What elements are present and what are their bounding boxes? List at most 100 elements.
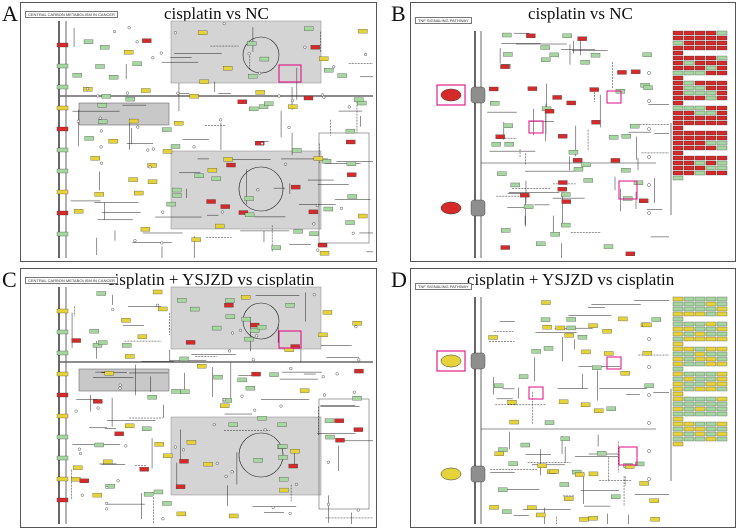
output-gene-box xyxy=(716,406,728,412)
output-gene-box xyxy=(672,366,684,372)
output-gene-box xyxy=(716,45,728,51)
gene-box xyxy=(352,396,362,401)
gene-box xyxy=(103,459,113,465)
panel-d-pathway-name: TNF SIGNALING PATHWAY xyxy=(415,283,472,290)
output-gene-box xyxy=(705,65,717,71)
gene-box xyxy=(175,484,186,489)
panel-c: cisplatin + YSJZD vs cisplatin CENTRAL C… xyxy=(20,268,377,528)
gene-box xyxy=(259,56,270,62)
transporter-box xyxy=(56,42,69,48)
gene-box xyxy=(324,68,334,73)
output-gene-box xyxy=(694,356,706,362)
panel-c-diagram xyxy=(56,286,373,524)
gene-box xyxy=(588,516,598,521)
transporter-box xyxy=(56,168,69,174)
panel-label-b: B xyxy=(391,1,406,26)
output-gene-box xyxy=(705,135,717,141)
gene-box xyxy=(225,314,236,319)
gene-box xyxy=(566,100,576,106)
gene-box xyxy=(495,134,505,139)
output-gene-box xyxy=(705,45,717,51)
gene-box xyxy=(318,332,328,338)
output-gene-box xyxy=(694,120,706,126)
compound-node xyxy=(339,206,343,210)
output-gene-box xyxy=(683,140,695,146)
tnf-receptor-ligand xyxy=(440,201,462,215)
gene-box xyxy=(222,398,232,403)
dna-node xyxy=(647,127,651,131)
dna-node xyxy=(647,477,651,481)
output-gene-box xyxy=(672,306,684,312)
compound-node xyxy=(289,367,293,371)
panel-c-title: cisplatin + YSJZD vs cisplatin xyxy=(107,270,315,289)
gene-box xyxy=(163,453,173,458)
gene-box xyxy=(508,461,518,466)
transporter-box xyxy=(56,210,69,216)
compound-node xyxy=(271,505,275,509)
output-gene-box xyxy=(716,401,728,407)
gene-box xyxy=(228,513,239,519)
output-gene-box xyxy=(672,85,684,91)
gene-box xyxy=(93,399,103,404)
gene-box xyxy=(72,73,82,78)
compound-node xyxy=(253,408,257,412)
gene-box xyxy=(174,121,184,126)
output-gene-box xyxy=(683,321,695,327)
transporter-box xyxy=(56,63,69,69)
gene-box xyxy=(490,101,500,106)
compound-node xyxy=(173,445,177,449)
compound-node xyxy=(321,375,325,379)
output-gene-box xyxy=(694,90,706,96)
compound-node xyxy=(99,161,103,165)
output-gene-box xyxy=(705,396,717,402)
compound-node xyxy=(290,99,294,103)
output-gene-box xyxy=(705,35,717,41)
gene-box xyxy=(353,427,364,432)
output-gene-box xyxy=(705,110,717,116)
compound-node xyxy=(78,447,82,451)
gene-box xyxy=(247,41,257,46)
compound-node xyxy=(212,423,216,427)
gene-box xyxy=(104,371,114,376)
output-gene-box xyxy=(705,301,717,307)
output-gene-box xyxy=(716,40,728,46)
compound-node xyxy=(263,428,267,432)
output-gene-box xyxy=(683,406,695,412)
gene-box xyxy=(557,187,567,192)
gene-box xyxy=(544,109,555,114)
gene-box xyxy=(642,52,652,57)
output-gene-box xyxy=(694,306,706,312)
output-gene-box xyxy=(672,125,684,131)
transporter-box xyxy=(56,126,69,132)
output-gene-box xyxy=(672,165,684,171)
gene-box xyxy=(583,178,593,183)
gene-box xyxy=(190,306,200,312)
output-gene-box xyxy=(716,80,728,86)
compound-node xyxy=(322,95,326,99)
gene-box xyxy=(310,45,320,50)
gene-box xyxy=(603,244,614,249)
output-gene-box xyxy=(683,55,695,61)
dna-node xyxy=(647,449,651,453)
gene-box xyxy=(134,190,144,196)
output-gene-box xyxy=(705,95,717,101)
gene-box xyxy=(255,141,265,146)
gene-box xyxy=(147,163,157,168)
gene-box xyxy=(237,377,247,383)
gene-box xyxy=(317,242,328,248)
output-gene-box xyxy=(694,406,706,412)
gene-box xyxy=(581,162,591,168)
output-gene-box xyxy=(672,416,684,422)
output-gene-box xyxy=(672,50,684,56)
output-gene-box xyxy=(716,431,728,437)
compound-node xyxy=(151,56,155,60)
gene-box xyxy=(549,52,559,58)
output-gene-box xyxy=(683,436,695,442)
gene-box xyxy=(596,451,607,456)
output-gene-box xyxy=(716,110,728,116)
output-gene-box xyxy=(672,321,684,327)
output-gene-box xyxy=(672,371,684,377)
gene-box xyxy=(644,383,654,388)
output-gene-box xyxy=(705,30,717,36)
gene-box xyxy=(203,461,213,467)
